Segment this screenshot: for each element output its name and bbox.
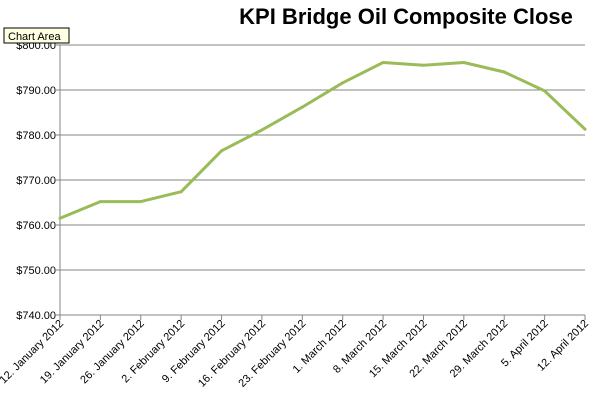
- data-point-4: [220, 149, 224, 153]
- data-point-6: [300, 105, 304, 109]
- data-point-7: [341, 81, 345, 85]
- data-point-1: [98, 200, 102, 204]
- series-kpi-close: [58, 61, 587, 220]
- data-point-10: [462, 61, 466, 65]
- x-tick-label-5: 16. February 2012: [196, 318, 268, 390]
- chart-area-tooltip: Chart Area: [3, 27, 70, 44]
- data-point-0: [58, 216, 62, 220]
- data-point-13: [583, 127, 587, 131]
- y-tick-label-760: $760.00: [16, 220, 56, 232]
- y-tick-label-740: $740.00: [16, 310, 56, 322]
- data-point-8: [381, 61, 385, 65]
- data-point-3: [179, 190, 183, 194]
- y-tick-label-750: $750.00: [16, 265, 56, 277]
- y-tick-label-790: $790.00: [16, 85, 56, 97]
- series-line: [58, 61, 587, 220]
- data-point-9: [421, 63, 425, 67]
- tooltip-label: Chart Area: [8, 31, 61, 43]
- data-point-2: [139, 200, 143, 204]
- data-point-5: [260, 128, 264, 132]
- y-axis-tick-labels: $740.00 $750.00 $760.00 $770.00 $780.00 $790.…: [16, 40, 56, 322]
- tooltip-box: [3, 27, 70, 44]
- gridlines: [60, 44, 585, 316]
- x-tick-label-6: 23. February 2012: [236, 318, 308, 390]
- data-point-12: [543, 89, 547, 93]
- axes: [56, 44, 586, 320]
- y-tick-label-780: $780.00: [16, 130, 56, 142]
- chart-title: KPI Bridge Oil Composite Close: [239, 4, 573, 29]
- data-point-11: [502, 70, 506, 74]
- y-tick-label-770: $770.00: [16, 175, 56, 187]
